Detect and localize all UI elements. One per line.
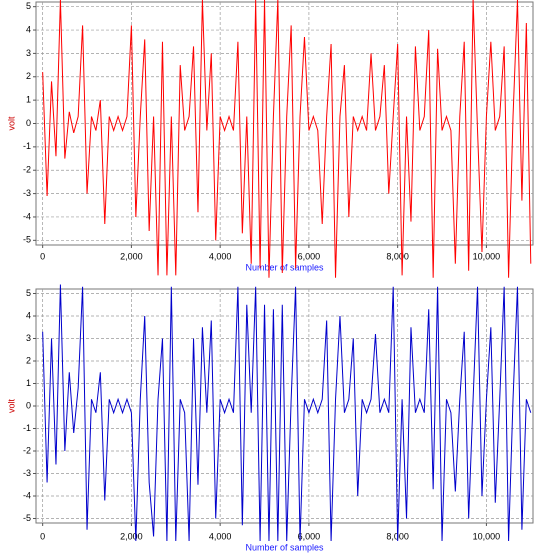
y-tick-label: -3: [23, 188, 31, 198]
y-tick-label: 4: [26, 24, 31, 34]
x-tick-label: 6,000: [298, 251, 321, 261]
y-tick-label: -2: [23, 165, 31, 175]
y-tick-label: -1: [23, 423, 31, 433]
y-tick-label: 0: [26, 400, 31, 410]
y-tick-label: -5: [23, 513, 31, 523]
y-axis-label: volt: [6, 399, 16, 414]
y-tick-label: 1: [26, 378, 31, 388]
y-tick-label: 4: [26, 310, 31, 320]
x-tick-label: 0: [40, 531, 45, 541]
x-tick-label: 6,000: [298, 531, 321, 541]
x-tick-label: 10,000: [473, 251, 501, 261]
y-tick-label: -5: [23, 235, 31, 245]
x-tick-label: 4,000: [209, 531, 232, 541]
x-tick-label: 4,000: [209, 251, 232, 261]
y-tick-label: 5: [26, 288, 31, 298]
y-tick-label: -4: [23, 211, 31, 221]
y-tick-label: 5: [26, 1, 31, 11]
y-tick-label: -3: [23, 468, 31, 478]
x-tick-label: 2,000: [120, 251, 143, 261]
x-tick-label: 2,000: [120, 531, 143, 541]
y-tick-label: 1: [26, 95, 31, 105]
y-axis-label: volt: [6, 116, 16, 131]
signal-line: [42, 284, 532, 542]
y-tick-label: 2: [26, 355, 31, 365]
signal-line: [42, 0, 532, 278]
x-axis-label: Number of samples: [245, 542, 324, 552]
y-tick-label: -1: [23, 141, 31, 151]
x-axis-label: Number of samples: [245, 262, 324, 272]
y-tick-label: -2: [23, 445, 31, 455]
x-tick-label: 0: [40, 251, 45, 261]
x-tick-label: 10,000: [473, 531, 501, 541]
y-tick-label: 0: [26, 118, 31, 128]
y-tick-label: 2: [26, 71, 31, 81]
y-tick-label: 3: [26, 333, 31, 343]
panel: -5 -4 -3 -2 -1 0 1 2 3 4 5 0 2,000 4,000 6,000 8,000 10,…: [6, 0, 534, 278]
y-tick-label: -4: [23, 490, 31, 500]
x-tick-label: 8,000: [386, 251, 409, 261]
y-tick-label: 3: [26, 48, 31, 58]
